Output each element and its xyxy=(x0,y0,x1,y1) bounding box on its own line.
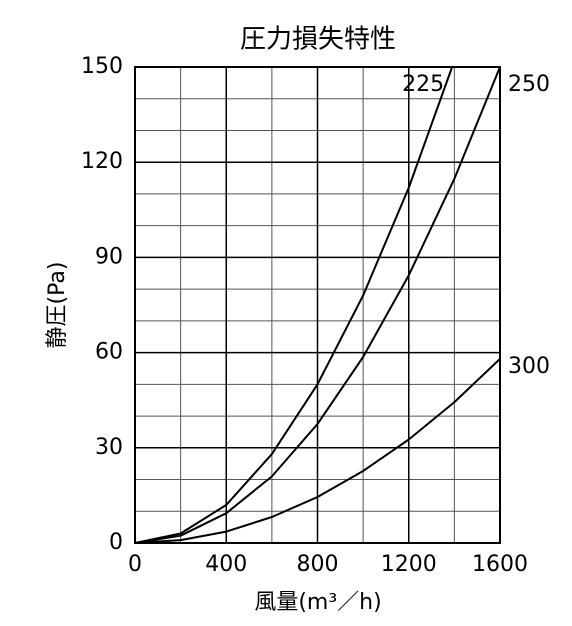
y-tick-label: 90 xyxy=(95,244,123,269)
curve xyxy=(134,358,501,544)
x-axis-label: 風量(m³／h) xyxy=(254,590,381,615)
curve xyxy=(134,66,501,544)
y-tick-label: 0 xyxy=(109,530,123,555)
x-tick-label: 0 xyxy=(128,552,142,577)
curve-label: 300 xyxy=(508,354,550,379)
plot-frame xyxy=(134,66,501,544)
curve-label: 250 xyxy=(508,72,550,97)
x-tick-label: 400 xyxy=(205,552,247,577)
curve-label: 225 xyxy=(402,72,444,97)
x-tick-label: 800 xyxy=(297,552,339,577)
y-tick-label: 30 xyxy=(95,435,123,460)
x-tick-label: 1600 xyxy=(472,552,528,577)
x-tick-label: 1200 xyxy=(381,552,437,577)
y-tick-label: 150 xyxy=(81,54,123,79)
curve xyxy=(134,66,454,544)
y-axis-label: 静圧(Pa) xyxy=(45,262,70,349)
y-tick-label: 120 xyxy=(81,149,123,174)
y-tick-label: 60 xyxy=(95,340,123,365)
chart-title: 圧力損失特性 xyxy=(240,25,396,55)
